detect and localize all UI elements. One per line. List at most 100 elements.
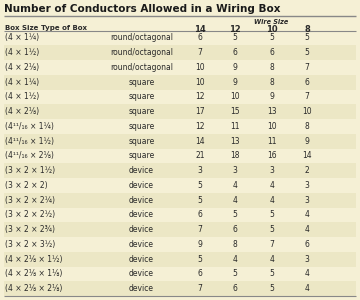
Text: 9: 9 <box>198 240 202 249</box>
Text: (4¹¹/₁₆ × 2⅛): (4¹¹/₁₆ × 2⅛) <box>5 152 54 160</box>
Text: 14: 14 <box>195 136 205 146</box>
Bar <box>4 104 356 119</box>
Bar <box>4 222 356 237</box>
Text: 10: 10 <box>267 122 277 131</box>
Text: 15: 15 <box>230 107 240 116</box>
Text: 4: 4 <box>270 255 274 264</box>
Text: 11: 11 <box>230 122 240 131</box>
Text: 4: 4 <box>233 181 238 190</box>
Text: device: device <box>129 166 154 175</box>
Text: 16: 16 <box>267 152 277 160</box>
Text: 14: 14 <box>302 152 312 160</box>
Text: 6: 6 <box>233 284 238 293</box>
Text: Wire Size: Wire Size <box>254 19 288 25</box>
Text: 8: 8 <box>304 25 310 34</box>
Text: 6: 6 <box>305 240 310 249</box>
Text: (4 × 2⅛): (4 × 2⅛) <box>5 63 39 72</box>
Text: 6: 6 <box>233 225 238 234</box>
Text: 9: 9 <box>233 78 238 87</box>
Text: 6: 6 <box>198 33 202 42</box>
Text: 5: 5 <box>233 33 238 42</box>
Bar <box>4 281 356 296</box>
Text: square: square <box>129 152 155 160</box>
Text: 18: 18 <box>230 152 240 160</box>
Text: 4: 4 <box>233 255 238 264</box>
Text: 7: 7 <box>305 63 310 72</box>
Text: 8: 8 <box>233 240 237 249</box>
Bar <box>4 252 356 266</box>
Bar <box>4 75 356 89</box>
Text: 5: 5 <box>233 269 238 278</box>
Text: 5: 5 <box>270 284 274 293</box>
Text: 5: 5 <box>270 269 274 278</box>
Text: 12: 12 <box>195 92 205 101</box>
Text: 6: 6 <box>233 48 238 57</box>
Text: (4 × 1¼): (4 × 1¼) <box>5 78 39 87</box>
Text: 3: 3 <box>305 196 310 205</box>
Text: 7: 7 <box>198 48 202 57</box>
Text: (4 × 1½): (4 × 1½) <box>5 92 39 101</box>
Text: 4: 4 <box>233 196 238 205</box>
Text: device: device <box>129 210 154 219</box>
Text: 4: 4 <box>305 225 310 234</box>
Text: 5: 5 <box>198 181 202 190</box>
Text: Type of Box: Type of Box <box>41 25 87 31</box>
Text: 8: 8 <box>270 78 274 87</box>
Text: 11: 11 <box>267 136 277 146</box>
Text: (4 × 2⅛ × 2⅛): (4 × 2⅛ × 2⅛) <box>5 284 62 293</box>
Text: 6: 6 <box>198 210 202 219</box>
Text: 10: 10 <box>195 63 205 72</box>
Text: 4: 4 <box>270 181 274 190</box>
Text: round/octagonal: round/octagonal <box>110 63 173 72</box>
Text: 3: 3 <box>198 166 202 175</box>
Text: Box Size: Box Size <box>5 25 39 31</box>
Text: 5: 5 <box>270 33 274 42</box>
Text: 6: 6 <box>305 78 310 87</box>
Text: square: square <box>129 122 155 131</box>
Text: 7: 7 <box>305 92 310 101</box>
Text: 7: 7 <box>270 240 274 249</box>
Text: (3 × 2 × 3½): (3 × 2 × 3½) <box>5 240 55 249</box>
Text: 21: 21 <box>195 152 205 160</box>
Text: square: square <box>129 92 155 101</box>
Text: 5: 5 <box>233 210 238 219</box>
Text: 5: 5 <box>198 196 202 205</box>
Text: 5: 5 <box>270 225 274 234</box>
Text: (4 × 2⅛ × 1⅛): (4 × 2⅛ × 1⅛) <box>5 269 62 278</box>
Text: (4 × 2⅛): (4 × 2⅛) <box>5 107 39 116</box>
Text: square: square <box>129 78 155 87</box>
Text: device: device <box>129 255 154 264</box>
Text: 14: 14 <box>194 25 206 34</box>
Text: 3: 3 <box>305 181 310 190</box>
Text: 13: 13 <box>267 107 277 116</box>
Text: device: device <box>129 225 154 234</box>
Text: (3 × 2 × 1½): (3 × 2 × 1½) <box>5 166 55 175</box>
Text: 12: 12 <box>229 25 241 34</box>
Text: (4¹¹/₁₆ × 1½): (4¹¹/₁₆ × 1½) <box>5 136 54 146</box>
Text: 4: 4 <box>305 210 310 219</box>
Text: 4: 4 <box>270 196 274 205</box>
Text: (3 × 2 × 2¼): (3 × 2 × 2¼) <box>5 196 55 205</box>
Text: 10: 10 <box>195 78 205 87</box>
Text: 7: 7 <box>198 225 202 234</box>
Text: 3: 3 <box>270 166 274 175</box>
Text: (4 × 2⅛ × 1½): (4 × 2⅛ × 1½) <box>5 255 63 264</box>
Text: square: square <box>129 136 155 146</box>
Text: 13: 13 <box>230 136 240 146</box>
Text: 4: 4 <box>305 269 310 278</box>
Bar <box>4 163 356 178</box>
Text: 3: 3 <box>233 166 238 175</box>
Text: 7: 7 <box>198 284 202 293</box>
Text: device: device <box>129 284 154 293</box>
Text: 9: 9 <box>270 92 274 101</box>
Text: (3 × 2 × 2¾): (3 × 2 × 2¾) <box>5 225 55 234</box>
Bar <box>4 193 356 208</box>
Text: device: device <box>129 181 154 190</box>
Text: 3: 3 <box>305 255 310 264</box>
Text: 10: 10 <box>230 92 240 101</box>
Text: Number of Conductors Allowed in a Wiring Box: Number of Conductors Allowed in a Wiring… <box>4 4 280 14</box>
Text: 5: 5 <box>305 33 310 42</box>
Text: (4 × 1½): (4 × 1½) <box>5 48 39 57</box>
Text: 5: 5 <box>198 255 202 264</box>
Text: (4 × 1¼): (4 × 1¼) <box>5 33 39 42</box>
